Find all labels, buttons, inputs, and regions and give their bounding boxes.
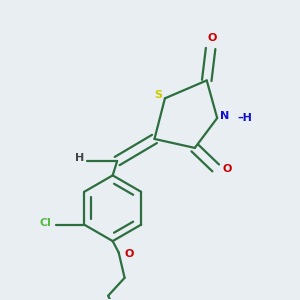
Text: N: N xyxy=(220,111,229,121)
Text: –H: –H xyxy=(238,113,252,123)
Text: O: O xyxy=(207,33,217,43)
Text: Cl: Cl xyxy=(40,218,51,228)
Text: O: O xyxy=(124,249,134,259)
Text: S: S xyxy=(154,90,162,100)
Text: O: O xyxy=(222,164,232,174)
Text: H: H xyxy=(75,153,84,163)
